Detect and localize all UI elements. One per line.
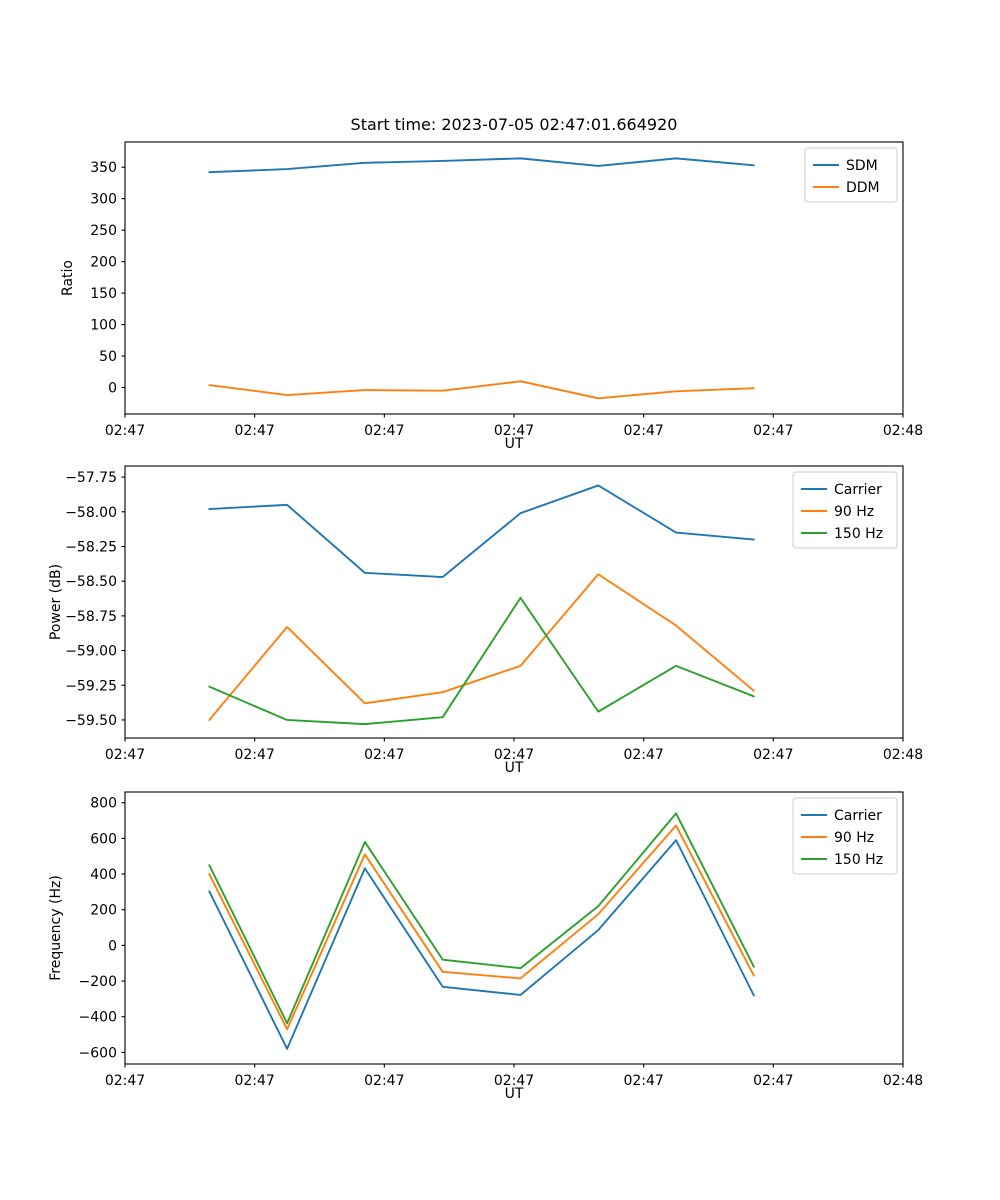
series-line-ddm xyxy=(208,380,755,400)
x-tick-label: 02:47 xyxy=(494,747,534,763)
x-tick-label: 02:47 xyxy=(105,423,145,439)
legend-label-150-hz: 150 Hz xyxy=(834,526,883,542)
x-tick-label: 02:47 xyxy=(364,747,404,763)
y-tick-label: 300 xyxy=(90,192,117,208)
x-tick-label: 02:47 xyxy=(623,423,663,439)
panel-power-series xyxy=(208,484,755,726)
panel-ratio: Start time: 2023-07-05 02:47:01.664920 0… xyxy=(60,115,923,452)
panel-power-y-ticks: −57.75 −58.00 −58.25 −58.50 −58.75 −59.00 −59.… xyxy=(65,470,125,729)
legend-label-sdm: SDM xyxy=(846,158,878,174)
panel-frequency-y-ticks: −600 −400 −200 0 200 400 600 800 xyxy=(79,796,125,1061)
y-tick-label: 600 xyxy=(90,831,117,847)
x-tick-label: 02:48 xyxy=(883,747,923,763)
legend-label-carrier: Carrier xyxy=(834,482,882,498)
series-line-150-hz xyxy=(208,812,755,1025)
series-line-90-hz xyxy=(208,824,755,1031)
y-tick-label: 250 xyxy=(90,223,117,239)
panel-power: −57.75 −58.00 −58.25 −58.50 −58.75 −59.00 −59.… xyxy=(48,465,923,776)
figure-title: Start time: 2023-07-05 02:47:01.664920 xyxy=(351,115,678,134)
panel-ratio-ylabel: Ratio xyxy=(60,260,76,296)
panel-power-legend[interactable]: Carrier 90 Hz 150 Hz xyxy=(792,471,898,549)
panel-frequency-legend[interactable]: Carrier 90 Hz 150 Hz xyxy=(792,797,898,875)
x-tick-label: 02:47 xyxy=(364,1073,404,1089)
panel-power-ylabel: Power (dB) xyxy=(48,564,64,640)
x-tick-label: 02:47 xyxy=(753,747,793,763)
x-tick-label: 02:47 xyxy=(753,423,793,439)
panel-ratio-series xyxy=(208,157,755,400)
panel-power-xlabel: UT xyxy=(505,760,524,776)
y-tick-label: −200 xyxy=(79,974,117,990)
panel-power-x-ticks: 02:47 02:47 02:47 02:47 02:47 02:47 02:48 xyxy=(105,738,923,763)
y-tick-label: 100 xyxy=(90,318,117,334)
legend-label-carrier: Carrier xyxy=(834,808,882,824)
y-tick-label: 350 xyxy=(90,160,117,176)
legend-label-ddm: DDM xyxy=(846,180,880,196)
y-tick-label: 0 xyxy=(108,938,117,954)
panel-ratio-legend[interactable]: SDM DDM xyxy=(804,147,898,203)
y-tick-label: −58.25 xyxy=(65,539,117,555)
y-tick-label: −600 xyxy=(79,1045,117,1061)
y-tick-label: −58.75 xyxy=(65,609,117,625)
panel-frequency-x-ticks: 02:47 02:47 02:47 02:47 02:47 02:47 02:48 xyxy=(105,1064,923,1089)
y-tick-label: −59.25 xyxy=(65,678,117,694)
y-tick-label: −58.00 xyxy=(65,505,117,521)
y-tick-label: 150 xyxy=(90,286,117,302)
y-tick-label: 0 xyxy=(108,381,117,397)
series-line-carrier xyxy=(208,839,755,1050)
y-tick-label: 200 xyxy=(90,903,117,919)
y-tick-label: 800 xyxy=(90,796,117,812)
series-line-150-hz xyxy=(208,596,755,726)
panel-ratio-y-ticks: 0 50 100 150 200 250 300 350 xyxy=(90,160,125,397)
panel-ratio-x-ticks: 02:47 02:47 02:47 02:47 02:47 02:47 02:48 xyxy=(105,414,923,439)
legend-label-90-hz: 90 Hz xyxy=(834,504,874,520)
y-tick-label: −59.50 xyxy=(65,713,117,729)
x-tick-label: 02:47 xyxy=(234,747,274,763)
x-tick-label: 02:47 xyxy=(494,1073,534,1089)
y-tick-label: −59.00 xyxy=(65,644,117,660)
x-tick-label: 02:47 xyxy=(364,423,404,439)
y-tick-label: 200 xyxy=(90,255,117,271)
x-tick-label: 02:47 xyxy=(105,1073,145,1089)
x-tick-label: 02:48 xyxy=(883,423,923,439)
x-tick-label: 02:47 xyxy=(753,1073,793,1089)
x-tick-label: 02:47 xyxy=(105,747,145,763)
legend-label-90-hz: 90 Hz xyxy=(834,830,874,846)
panel-frequency-ylabel: Frequency (Hz) xyxy=(48,875,64,981)
x-tick-label: 02:47 xyxy=(234,423,274,439)
y-tick-label: 400 xyxy=(90,867,117,883)
x-tick-label: 02:47 xyxy=(494,423,534,439)
y-tick-label: −58.50 xyxy=(65,574,117,590)
panel-frequency-xlabel: UT xyxy=(505,1086,524,1102)
x-tick-label: 02:47 xyxy=(623,747,663,763)
y-tick-label: −57.75 xyxy=(65,470,117,486)
x-tick-label: 02:47 xyxy=(234,1073,274,1089)
x-tick-label: 02:47 xyxy=(623,1073,663,1089)
series-line-90-hz xyxy=(208,573,755,721)
legend-label-150-hz: 150 Hz xyxy=(834,852,883,868)
x-tick-label: 02:48 xyxy=(883,1073,923,1089)
panel-ratio-xlabel: UT xyxy=(505,436,524,452)
series-line-carrier xyxy=(208,484,755,578)
y-tick-label: −400 xyxy=(79,1010,117,1026)
y-tick-label: 50 xyxy=(99,349,117,365)
panel-frequency-series xyxy=(208,812,755,1050)
series-line-sdm xyxy=(208,157,755,174)
